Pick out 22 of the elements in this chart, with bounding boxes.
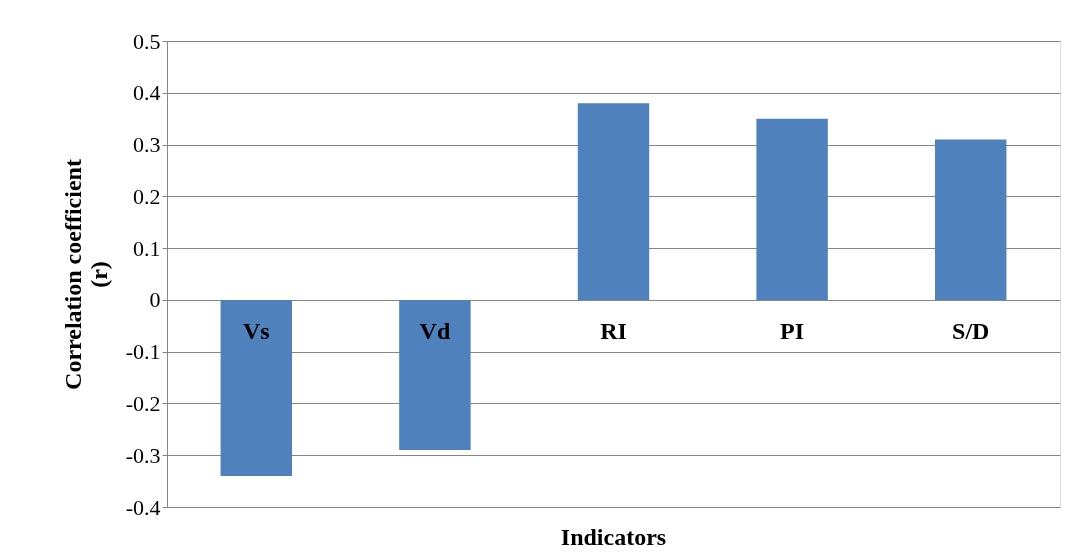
y-tick-label: -0.4	[125, 494, 161, 520]
y-tick-label: 0.1	[133, 235, 161, 261]
bar	[756, 118, 828, 300]
bar	[934, 139, 1007, 300]
y-tick-label: -0.1	[125, 339, 161, 365]
x-tick-label: Vs	[242, 318, 270, 345]
bar	[399, 299, 471, 451]
x-tick-label: Vd	[419, 318, 451, 345]
y-tick-label: -0.2	[125, 390, 161, 416]
x-tick-label: RI	[600, 318, 627, 345]
y-tick-label: 0.5	[133, 28, 161, 54]
x-axis-title: Indicators	[560, 524, 667, 550]
y-tick-label: 0	[149, 287, 161, 313]
bar	[577, 103, 650, 300]
x-tick-label: S/D	[952, 318, 990, 345]
y-tick-label: 0.3	[133, 132, 161, 158]
y-tick-label: 0.2	[133, 183, 161, 209]
bar	[220, 299, 293, 476]
y-tick-label: -0.3	[125, 442, 161, 468]
x-tick-label: PI	[780, 318, 805, 345]
y-axis-title: Correlation coefficient (r)	[59, 159, 112, 390]
y-tick-label: 0.4	[133, 80, 161, 106]
